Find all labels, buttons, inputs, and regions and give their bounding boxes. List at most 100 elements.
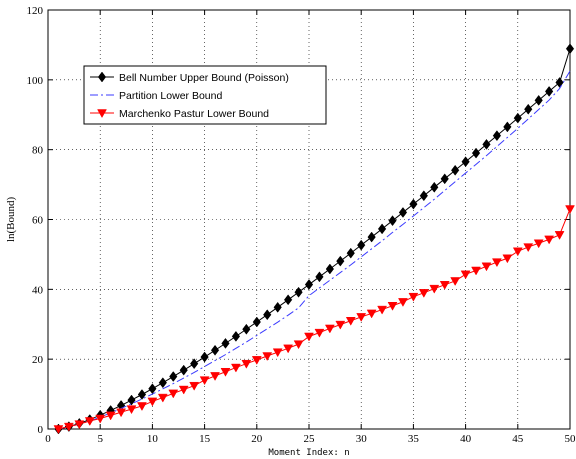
data-point — [116, 408, 127, 418]
data-point — [137, 402, 147, 411]
data-point — [418, 289, 429, 298]
data-point — [262, 352, 273, 362]
data-point — [137, 389, 147, 400]
data-point — [460, 270, 471, 280]
data-point — [126, 405, 137, 415]
data-point — [481, 262, 492, 272]
axis-ticks: 0 5 10 15 20 25 30 35 40 45 50 0 20 40 60 80 100 120 — [27, 5, 576, 445]
data-point — [565, 205, 575, 215]
data-point — [251, 356, 262, 365]
data-point — [335, 320, 346, 330]
y-tick-label: 0 — [38, 424, 44, 436]
x-tick-label: 5 — [97, 433, 103, 445]
legend-marker — [97, 109, 107, 119]
data-point — [242, 323, 251, 335]
x-tick-label: 35 — [408, 433, 420, 445]
data-point — [53, 425, 64, 435]
data-point — [512, 247, 523, 257]
data-point — [169, 371, 178, 382]
data-point — [200, 351, 209, 363]
data-point — [492, 130, 502, 142]
data-point — [450, 277, 461, 286]
legend: Bell Number Upper Bound (Poisson) Partiti… — [83, 65, 327, 125]
data-point — [199, 376, 210, 386]
data-point — [210, 344, 220, 356]
data-point — [377, 305, 388, 315]
data-point — [356, 313, 367, 322]
data-point — [189, 381, 200, 391]
data-point — [544, 235, 555, 245]
y-tick-label: 120 — [27, 5, 44, 17]
data-point — [346, 247, 355, 259]
data-point — [524, 103, 533, 115]
data-point — [314, 328, 325, 338]
data-point — [220, 367, 231, 377]
series-3 — [53, 205, 575, 435]
data-point — [471, 266, 481, 276]
y-tick-label: 40 — [32, 284, 44, 296]
data-point — [74, 420, 85, 430]
data-point — [273, 301, 282, 313]
legend-entry-label: Partition Lower Bound — [119, 90, 222, 102]
x-axis-label: Moment Index: n — [268, 448, 349, 458]
x-tick-label: 40 — [460, 433, 472, 445]
data-point — [388, 215, 397, 227]
data-point — [419, 190, 428, 202]
data-point — [336, 255, 345, 267]
data-point — [367, 231, 376, 243]
data-point — [157, 393, 168, 403]
x-tick-label: 45 — [512, 433, 524, 445]
data-point — [471, 147, 481, 159]
data-point — [325, 263, 334, 275]
data-point — [398, 298, 408, 307]
y-tick-label: 20 — [32, 354, 44, 366]
data-point — [63, 422, 74, 432]
data-point — [230, 363, 241, 373]
data-point — [304, 279, 314, 290]
data-point — [95, 414, 106, 424]
y-axis-label: ln(Bound) — [5, 197, 17, 243]
data-point — [482, 138, 491, 150]
legend-entry-label: Bell Number Upper Bound (Poisson) — [119, 72, 289, 84]
data-point — [294, 286, 303, 298]
series-1 — [54, 43, 575, 435]
data-point — [491, 258, 502, 268]
data-point — [451, 164, 460, 176]
data-point — [178, 385, 189, 395]
data-point — [190, 358, 199, 370]
data-point — [293, 340, 304, 350]
data-point — [461, 156, 470, 168]
data-point — [398, 207, 408, 218]
x-tick-label: 25 — [304, 433, 316, 445]
data-point — [409, 198, 418, 210]
data-point — [533, 239, 544, 249]
data-point — [387, 301, 398, 311]
data-point — [315, 271, 324, 283]
data-point — [231, 330, 241, 342]
data-point — [272, 348, 283, 358]
data-point — [105, 411, 116, 421]
x-tick-label: 50 — [565, 433, 576, 445]
data-point — [252, 316, 261, 328]
data-point — [221, 337, 230, 349]
data-point — [179, 364, 188, 376]
data-point — [147, 397, 158, 407]
data-point — [377, 223, 387, 235]
data-point — [357, 239, 366, 251]
data-point — [429, 284, 440, 294]
x-tick-label: 30 — [356, 433, 368, 445]
legend-entry-label: Marchenko Pastur Lower Bound — [119, 108, 269, 120]
data-point — [440, 173, 449, 185]
data-point — [523, 243, 534, 253]
data-point — [324, 324, 335, 334]
x-tick-label: 0 — [45, 433, 51, 445]
data-point — [283, 344, 294, 354]
data-point — [430, 181, 439, 193]
data-point — [127, 394, 136, 406]
legend-marker — [97, 71, 107, 83]
y-tick-label: 60 — [32, 215, 44, 227]
data-point — [284, 294, 293, 306]
y-tick-label: 100 — [27, 75, 44, 87]
data-point — [565, 43, 575, 55]
